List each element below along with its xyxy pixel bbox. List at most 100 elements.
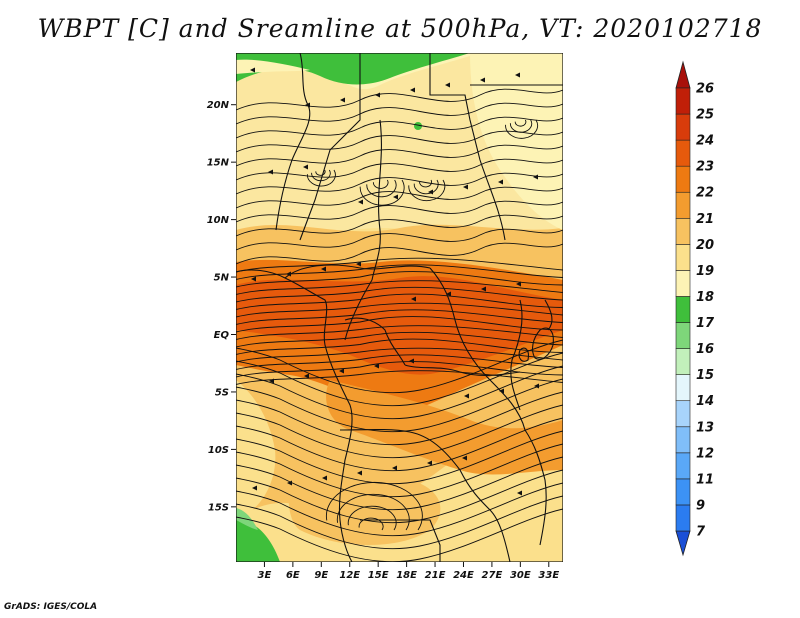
streamline xyxy=(236,325,563,340)
colorbar-label: 7 xyxy=(696,525,706,540)
streamline xyxy=(236,102,563,125)
lat-tick-label: 10S xyxy=(208,445,229,456)
streamline-arrow xyxy=(304,373,309,379)
field-band-hot xyxy=(236,276,563,375)
streamline-arrow xyxy=(393,194,398,200)
streamline-arrow xyxy=(252,485,257,491)
colorbar-bin xyxy=(675,217,691,245)
streamline xyxy=(366,179,397,198)
streamline-arrow xyxy=(356,261,361,267)
colorbar-bin xyxy=(675,191,691,219)
field-sw-green xyxy=(236,520,280,562)
streamline xyxy=(236,257,563,273)
streamline xyxy=(408,179,446,202)
colorbar-label: 9 xyxy=(696,498,705,513)
streamline xyxy=(372,179,389,189)
colorbar-label: 22 xyxy=(696,186,714,201)
streamline-arrow xyxy=(411,296,416,302)
streamline xyxy=(236,309,563,325)
colorbar-top-cap xyxy=(675,60,691,89)
streamline-arrow xyxy=(427,460,432,466)
lon-tick-label: 27E xyxy=(482,570,503,581)
streamline-arrow xyxy=(251,276,256,282)
streamline-arrow xyxy=(462,455,467,461)
streamline xyxy=(236,482,563,537)
streamline-arrow xyxy=(463,184,468,190)
lon-tick-label: 24E xyxy=(453,570,474,581)
colorbar-label: 23 xyxy=(696,160,714,175)
colorbar-bin xyxy=(675,348,691,375)
colorbar-label: 18 xyxy=(696,290,714,305)
colorbar-bin xyxy=(675,165,691,193)
colorbar-label: 24 xyxy=(696,134,714,149)
lon-tick-label: 6E xyxy=(286,570,300,581)
lat-tick-label: 15S xyxy=(208,502,229,513)
streamline-arrow xyxy=(375,92,380,98)
lat-tick-label: 5N xyxy=(214,273,230,284)
streamline-arrow xyxy=(268,169,273,175)
streamline xyxy=(236,404,563,459)
streamline-arrow xyxy=(534,383,539,389)
streamline-arrow xyxy=(409,358,414,364)
streamline xyxy=(236,378,563,433)
lat-tick-label: 10N xyxy=(207,215,230,226)
colorbar-bin xyxy=(675,244,691,271)
colorbar-bin xyxy=(675,478,691,506)
colorbar-bin xyxy=(675,139,691,167)
colorbar-bin xyxy=(675,374,691,402)
streamline-arrow xyxy=(481,286,486,292)
colorbar-bin xyxy=(675,322,691,349)
streamline xyxy=(236,271,563,288)
streamline-arrow xyxy=(480,77,485,83)
field-green-spot xyxy=(414,122,422,130)
streamline-arrow xyxy=(374,363,379,369)
colorbar-label: 26 xyxy=(696,82,714,97)
field-south-orange xyxy=(326,380,563,475)
colorbar-label: 20 xyxy=(696,238,714,253)
lon-tick-label: 9E xyxy=(314,570,328,581)
streamline xyxy=(347,505,397,531)
streamline-arrow xyxy=(533,174,538,180)
colorbar-label: 15 xyxy=(696,368,714,383)
streamline-arrow xyxy=(340,97,345,103)
streamline xyxy=(509,119,533,133)
streamlines xyxy=(236,67,563,562)
lon-tick-label: 21E xyxy=(425,570,446,581)
streamline xyxy=(419,179,432,188)
lat-tick-label: 5S xyxy=(215,387,229,398)
plot-area xyxy=(236,53,563,562)
streamline xyxy=(236,242,563,265)
streamline xyxy=(236,293,563,310)
streamline-arrow xyxy=(303,164,308,170)
colorbar-label: 21 xyxy=(696,212,714,227)
streamline xyxy=(359,179,405,206)
streamline xyxy=(236,339,563,394)
streamline-arrow xyxy=(498,179,503,185)
colorbar-bottom-cap xyxy=(675,530,691,557)
lon-tick-label: 30E xyxy=(510,570,531,581)
streamline xyxy=(325,481,423,531)
colorbar-bin xyxy=(675,113,691,141)
lat-tick-label: 15N xyxy=(207,158,230,169)
colorbar-label: 16 xyxy=(696,342,714,357)
streamline xyxy=(311,169,331,182)
streamline xyxy=(236,302,563,318)
lat-tick-label: EQ xyxy=(214,330,230,341)
streamline-arrow xyxy=(287,480,292,486)
streamline xyxy=(514,119,527,127)
streamline xyxy=(236,228,563,251)
streamline-arrow xyxy=(515,72,520,78)
streamline xyxy=(236,347,563,363)
streamline xyxy=(358,517,384,531)
colorbar-label: 19 xyxy=(696,264,714,279)
colorbar-bin xyxy=(675,452,691,480)
streamline xyxy=(236,158,563,181)
streamline-arrow xyxy=(339,368,344,374)
streamline-arrow xyxy=(250,67,255,73)
streamline-arrow xyxy=(516,281,521,287)
lon-tick-label: 33E xyxy=(538,570,559,581)
streamline xyxy=(236,286,563,303)
lon-tick-label: 3E xyxy=(258,570,272,581)
lon-tick-label: 18E xyxy=(396,570,417,581)
